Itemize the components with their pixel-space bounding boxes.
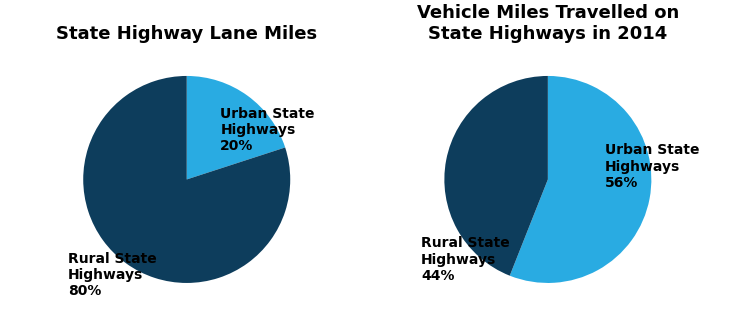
Title: State Highway Lane Miles: State Highway Lane Miles — [56, 25, 317, 43]
Wedge shape — [444, 76, 548, 276]
Text: Urban State
Highways
20%: Urban State Highways 20% — [220, 107, 315, 153]
Text: Rural State
Highways
44%: Rural State Highways 44% — [421, 236, 510, 283]
Title: Vehicle Miles Travelled on
State Highways in 2014: Vehicle Miles Travelled on State Highway… — [417, 4, 679, 43]
Wedge shape — [187, 76, 285, 179]
Text: Rural State
Highways
80%: Rural State Highways 80% — [68, 252, 157, 298]
Wedge shape — [83, 76, 290, 283]
Wedge shape — [510, 76, 651, 283]
Text: Urban State
Highways
56%: Urban State Highways 56% — [604, 143, 699, 190]
